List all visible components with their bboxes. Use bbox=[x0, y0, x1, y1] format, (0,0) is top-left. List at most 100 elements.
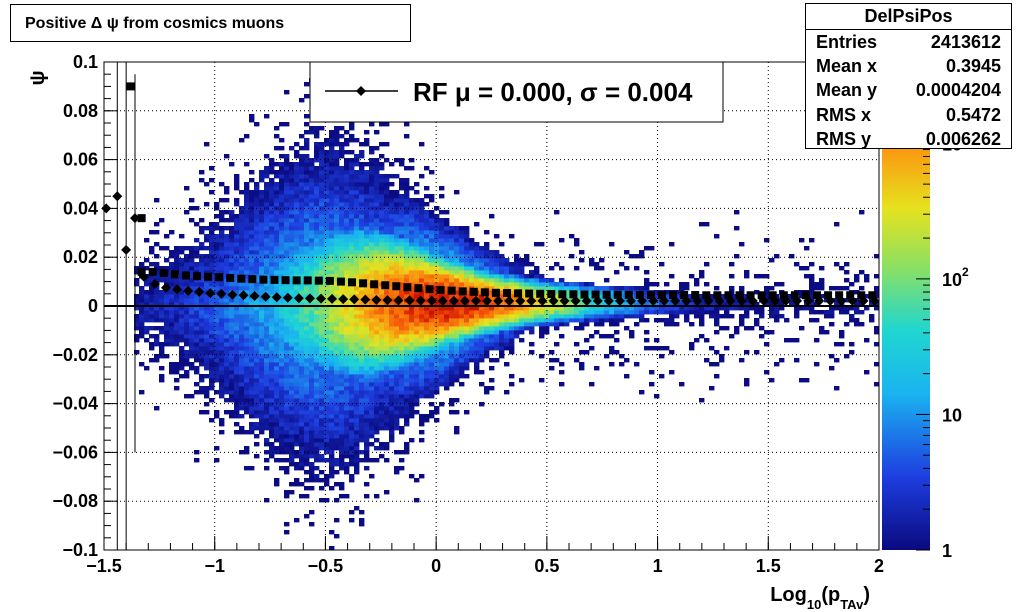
heatmap-cell bbox=[684, 306, 690, 311]
heatmap-cell bbox=[669, 322, 675, 327]
heatmap-cell bbox=[384, 490, 390, 495]
heatmap-cell bbox=[339, 330, 345, 335]
heatmap-cell bbox=[359, 378, 365, 383]
heatmap-cell bbox=[404, 418, 410, 423]
heatmap-cell bbox=[364, 334, 370, 339]
heatmap-cell bbox=[254, 330, 260, 335]
heatmap-cell bbox=[564, 322, 570, 327]
heatmap-cell bbox=[249, 410, 255, 415]
heatmap-cell bbox=[169, 294, 175, 299]
heatmap-cell bbox=[244, 206, 250, 211]
heatmap-cell bbox=[254, 190, 260, 195]
heatmap-cell bbox=[404, 358, 410, 363]
heatmap-cell bbox=[394, 258, 400, 263]
heatmap-cell bbox=[254, 262, 260, 267]
heatmap-cell bbox=[444, 322, 450, 327]
heatmap-cell bbox=[424, 326, 430, 331]
heatmap-cell bbox=[309, 174, 315, 179]
heatmap-cell bbox=[354, 454, 360, 459]
heatmap-cell bbox=[304, 246, 310, 251]
heatmap-cell bbox=[439, 222, 445, 227]
heatmap-cell bbox=[354, 250, 360, 255]
heatmap-cell bbox=[154, 298, 160, 303]
heatmap-cell bbox=[599, 314, 605, 319]
heatmap-cell bbox=[414, 278, 420, 283]
heatmap-cell bbox=[354, 222, 360, 227]
heatmap-cell bbox=[264, 206, 270, 211]
heatmap-cell bbox=[499, 330, 505, 335]
heatmap-cell bbox=[324, 378, 330, 383]
heatmap-cell bbox=[364, 322, 370, 327]
heatmap-cell bbox=[469, 318, 475, 323]
heatmap-cell bbox=[874, 326, 879, 331]
heatmap-cell bbox=[499, 322, 505, 327]
heatmap-cell bbox=[174, 258, 180, 263]
heatmap-cell bbox=[829, 322, 835, 327]
heatmap-cell bbox=[264, 254, 270, 259]
heatmap-cell bbox=[364, 170, 370, 175]
heatmap-cell bbox=[284, 210, 290, 215]
heatmap-cell bbox=[234, 270, 240, 275]
heatmap-cell bbox=[489, 310, 495, 315]
heatmap-cell bbox=[229, 238, 235, 243]
heatmap-cell bbox=[314, 246, 320, 251]
heatmap-cell bbox=[214, 306, 220, 311]
heatmap-cell bbox=[269, 266, 275, 271]
heatmap-cell bbox=[229, 394, 235, 399]
heatmap-cell bbox=[324, 370, 330, 375]
heatmap-cell bbox=[344, 382, 350, 387]
heatmap-cell bbox=[314, 274, 320, 279]
heatmap-cell bbox=[434, 386, 440, 391]
heatmap-cell bbox=[324, 158, 330, 163]
heatmap-cell bbox=[359, 314, 365, 319]
heatmap-cell bbox=[319, 434, 325, 439]
heatmap-cell bbox=[134, 270, 140, 275]
heatmap-cell bbox=[394, 398, 400, 403]
heatmap-cell bbox=[244, 162, 250, 167]
heatmap-cell bbox=[284, 450, 290, 455]
heatmap-cell bbox=[404, 266, 410, 271]
heatmap-cell bbox=[359, 418, 365, 423]
heatmap-cell bbox=[404, 246, 410, 251]
heatmap-cell bbox=[304, 142, 310, 147]
heatmap-cell bbox=[389, 382, 395, 387]
heatmap-cell bbox=[309, 242, 315, 247]
heatmap-cell bbox=[369, 302, 375, 307]
heatmap-cell bbox=[429, 306, 435, 311]
heatmap-cell bbox=[229, 282, 235, 287]
heatmap-cell bbox=[319, 390, 325, 395]
heatmap-cell bbox=[274, 238, 280, 243]
heatmap-cell bbox=[639, 318, 645, 323]
heatmap-cell bbox=[639, 310, 645, 315]
heatmap-cell bbox=[299, 222, 305, 227]
heatmap-cell bbox=[299, 450, 305, 455]
heatmap-cell bbox=[519, 278, 525, 283]
heatmap-cell bbox=[519, 286, 525, 291]
heatmap-cell bbox=[279, 426, 285, 431]
heatmap-cell bbox=[549, 282, 555, 287]
heatmap-cell bbox=[359, 386, 365, 391]
heatmap-cell bbox=[279, 286, 285, 291]
heatmap-cell bbox=[334, 150, 340, 155]
heatmap-cell bbox=[194, 238, 200, 243]
heatmap-cell bbox=[704, 306, 710, 311]
heatmap-cell bbox=[244, 318, 250, 323]
heatmap-cell bbox=[244, 450, 250, 455]
heatmap-cell bbox=[379, 358, 385, 363]
heatmap-cell bbox=[354, 338, 360, 343]
heatmap-cell bbox=[199, 170, 205, 175]
heatmap-cell bbox=[479, 358, 485, 363]
heatmap-cell bbox=[364, 394, 370, 399]
heatmap-cell bbox=[319, 226, 325, 231]
heatmap-cell bbox=[249, 386, 255, 391]
heatmap-cell bbox=[414, 198, 420, 203]
heatmap-cell bbox=[319, 242, 325, 247]
heatmap-cell bbox=[369, 406, 375, 411]
heatmap-cell bbox=[219, 254, 225, 259]
heatmap-cell bbox=[709, 386, 715, 391]
heatmap-cell bbox=[214, 322, 220, 327]
heatmap-cell bbox=[309, 166, 315, 171]
heatmap-cell bbox=[209, 166, 215, 171]
heatmap-cell bbox=[219, 242, 225, 247]
heatmap-cell bbox=[264, 230, 270, 235]
